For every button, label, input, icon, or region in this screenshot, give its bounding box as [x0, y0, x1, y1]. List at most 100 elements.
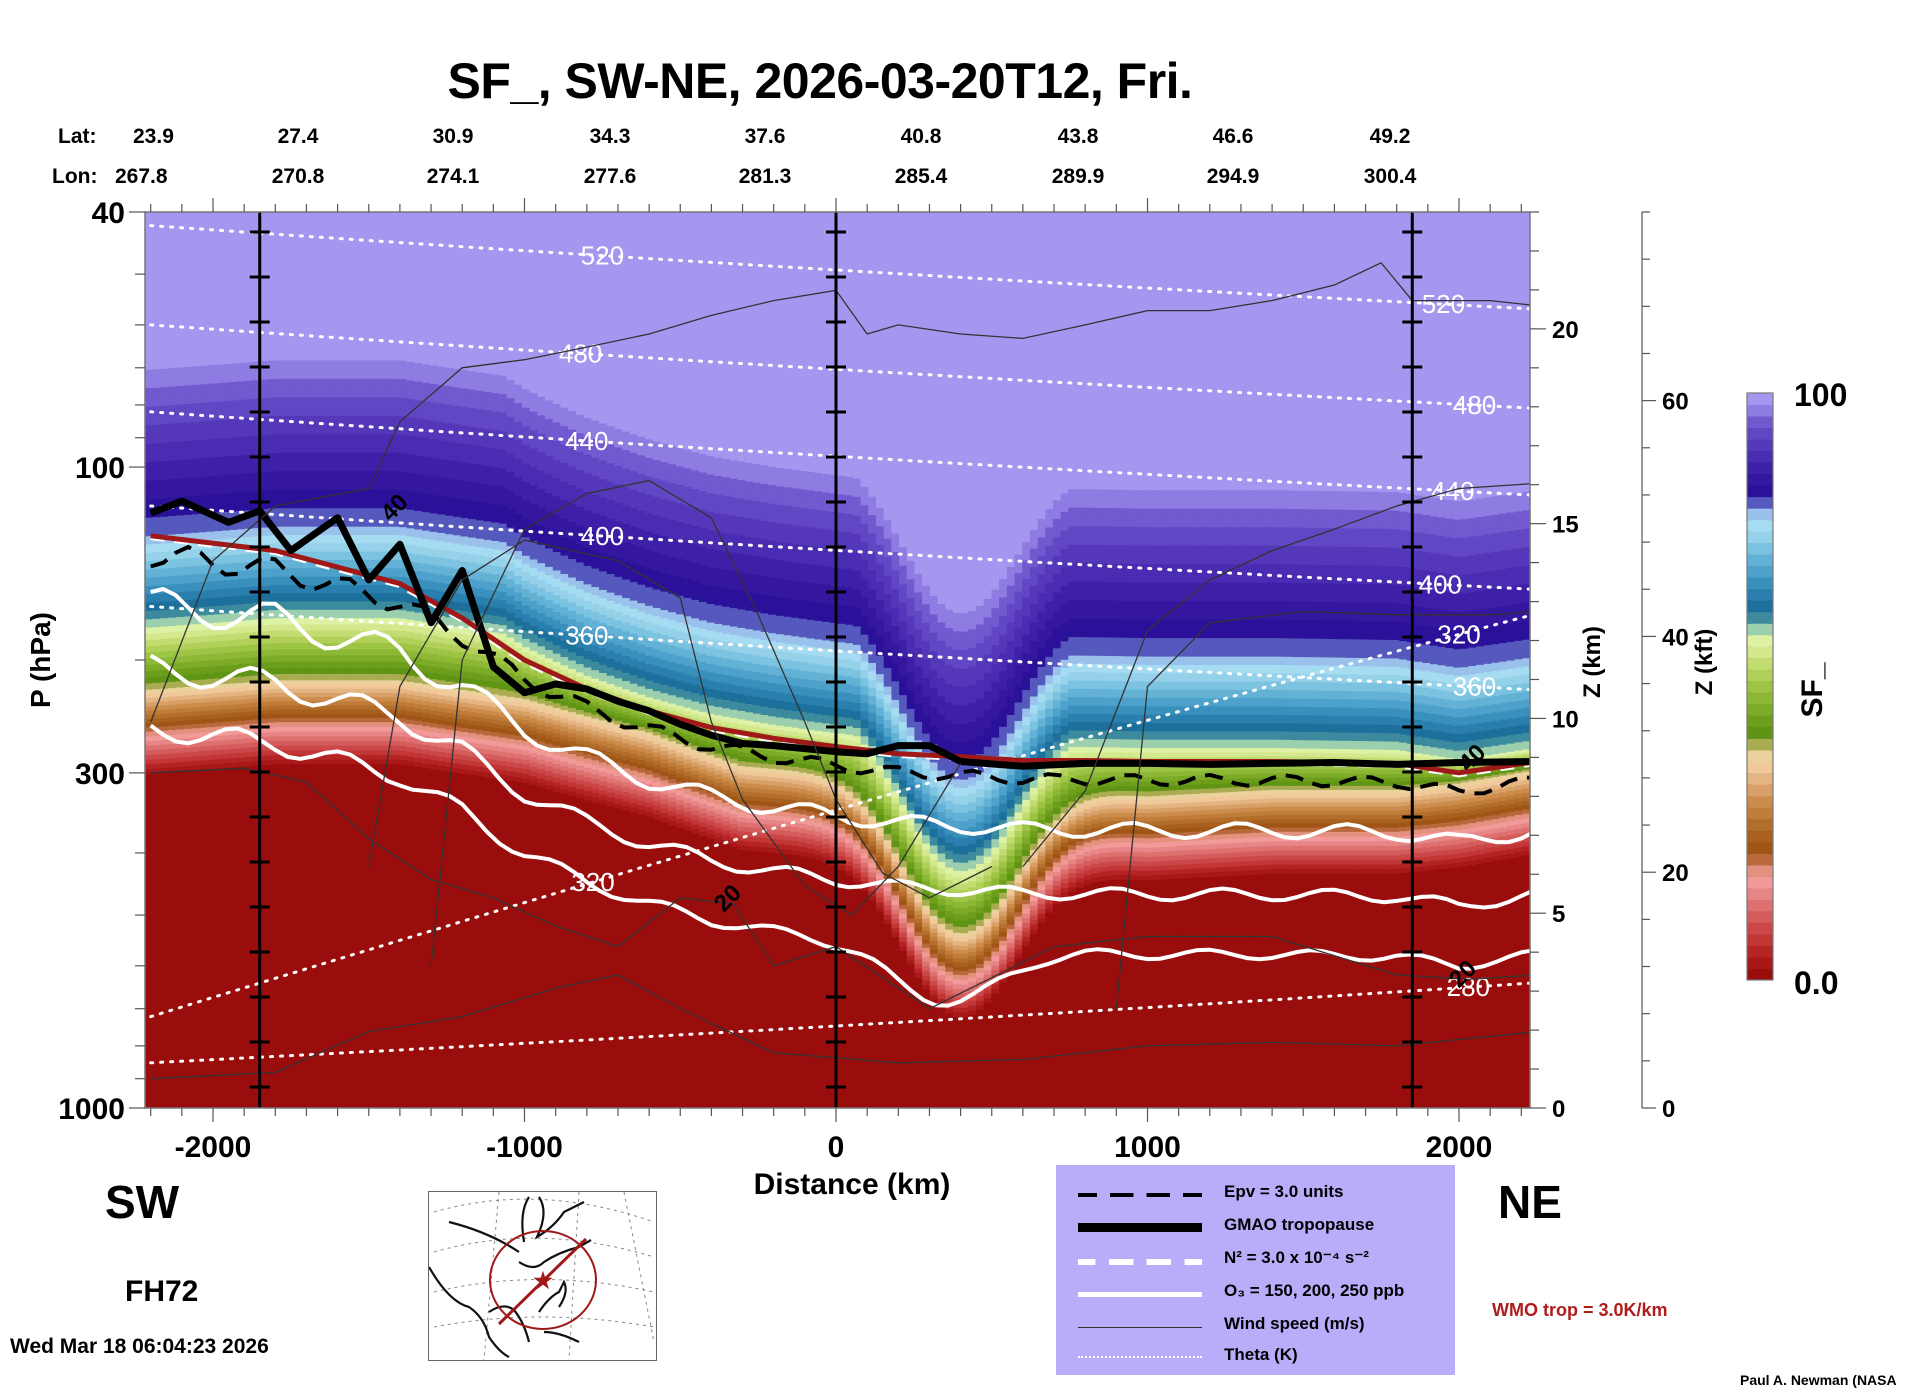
- field-cell: [729, 762, 739, 768]
- field-cell: [275, 636, 285, 643]
- field-cell: [837, 823, 846, 829]
- field-cell: [406, 472, 416, 492]
- field-cell: [575, 783, 585, 789]
- field-cell: [575, 596, 585, 606]
- field-cell: [360, 683, 369, 689]
- field-cell: [745, 774, 754, 780]
- field-cell: [191, 365, 200, 385]
- field-cell: [745, 791, 754, 797]
- field-cell: [237, 603, 246, 613]
- field-cell: [391, 754, 400, 760]
- field-cell: [406, 656, 416, 664]
- field-cell: [352, 758, 362, 765]
- field-cell: [537, 711, 546, 717]
- field-cell: [152, 593, 162, 603]
- field-cell: [645, 605, 654, 615]
- field-cell: [545, 756, 554, 762]
- field-cell: [829, 657, 839, 667]
- field-cell: [668, 761, 677, 767]
- field-cell: [614, 770, 623, 776]
- field-cell: [398, 754, 408, 760]
- field-cell: [429, 580, 439, 590]
- field-cell: [622, 638, 631, 648]
- field-cell: [229, 752, 239, 759]
- field-cell: [575, 561, 585, 581]
- field-cell: [737, 760, 746, 766]
- field-cell: [845, 860, 854, 867]
- lon-row-label: Lon:: [52, 165, 98, 188]
- field-cell: [783, 659, 793, 669]
- field-cell: [145, 735, 154, 741]
- field-cell: [291, 609, 300, 619]
- field-cell: [468, 723, 477, 729]
- field-cell: [291, 433, 300, 453]
- field-cell: [260, 415, 269, 436]
- field-cell: [383, 692, 392, 698]
- field-cell: [206, 438, 216, 458]
- field-cell: [237, 578, 246, 588]
- field-cell: [422, 721, 431, 727]
- field-cell: [368, 660, 377, 668]
- field-cell: [522, 732, 531, 737]
- field-cell: [160, 404, 169, 425]
- field-cell: [529, 734, 539, 740]
- field-cell: [568, 634, 577, 644]
- field-cell: [437, 212, 446, 367]
- field-cell: [229, 766, 239, 1108]
- field-cell: [329, 704, 339, 710]
- field-cell: [622, 781, 631, 788]
- field-cell: [145, 479, 154, 500]
- field-cell: [614, 807, 623, 1108]
- field-cell: [191, 606, 200, 616]
- field-cell: [822, 824, 831, 830]
- field-cell: [183, 615, 192, 625]
- field-cell: [406, 689, 416, 695]
- field-cell: [799, 784, 808, 790]
- field-cell: [322, 451, 331, 472]
- field-cell: [314, 636, 323, 643]
- field-cell: [868, 871, 877, 878]
- field-cell: [329, 735, 339, 741]
- field-cell: [760, 689, 770, 699]
- field-cell: [298, 758, 308, 765]
- field-cell: [629, 658, 639, 668]
- field-cell: [183, 723, 192, 729]
- field-cell: [791, 506, 800, 526]
- field-cell: [329, 667, 339, 674]
- field-cell: [298, 433, 308, 453]
- field-cell: [760, 501, 770, 521]
- field-cell: [206, 547, 216, 557]
- field-cell: [883, 895, 893, 901]
- field-cell: [706, 762, 716, 768]
- field-cell: [876, 617, 885, 638]
- field-cell: [652, 804, 662, 811]
- field-cell: [175, 724, 185, 730]
- field-cell: [283, 667, 292, 674]
- field-cell: [229, 645, 239, 653]
- field-cell: [429, 605, 439, 615]
- field-cell: [891, 869, 900, 875]
- field-cell: [614, 775, 623, 781]
- field-cell: [398, 415, 408, 435]
- field-cell: [529, 503, 539, 523]
- field-cell: [437, 751, 446, 757]
- field-cell: [537, 678, 546, 684]
- field-cell: [829, 781, 839, 787]
- field-cell: [683, 597, 693, 617]
- field-cell: [375, 433, 385, 453]
- field-cell: [191, 769, 200, 1108]
- field-cell: [537, 212, 546, 397]
- field-cell: [806, 847, 816, 854]
- field-cell: [837, 846, 846, 852]
- field-cell: [683, 504, 693, 524]
- field-cell: [737, 643, 746, 653]
- field-cell: [860, 486, 870, 506]
- field-cell: [783, 853, 793, 1108]
- field-cell: [175, 766, 185, 772]
- field-cell: [214, 749, 223, 755]
- field-cell: [822, 763, 831, 770]
- field-cell: [822, 681, 831, 691]
- field-cell: [206, 718, 216, 723]
- field-cell: [529, 583, 539, 593]
- field-cell: [637, 795, 646, 801]
